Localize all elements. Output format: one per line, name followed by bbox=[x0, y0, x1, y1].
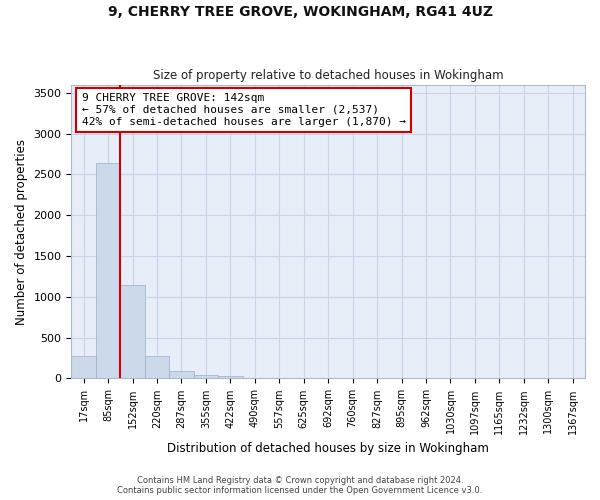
Bar bbox=[121, 286, 145, 378]
Title: Size of property relative to detached houses in Wokingham: Size of property relative to detached ho… bbox=[153, 69, 503, 82]
Y-axis label: Number of detached properties: Number of detached properties bbox=[15, 138, 28, 324]
Text: 9 CHERRY TREE GROVE: 142sqm
← 57% of detached houses are smaller (2,537)
42% of : 9 CHERRY TREE GROVE: 142sqm ← 57% of det… bbox=[82, 94, 406, 126]
Text: Contains HM Land Registry data © Crown copyright and database right 2024.
Contai: Contains HM Land Registry data © Crown c… bbox=[118, 476, 482, 495]
Text: 9, CHERRY TREE GROVE, WOKINGHAM, RG41 4UZ: 9, CHERRY TREE GROVE, WOKINGHAM, RG41 4U… bbox=[107, 5, 493, 19]
X-axis label: Distribution of detached houses by size in Wokingham: Distribution of detached houses by size … bbox=[167, 442, 489, 455]
Bar bbox=[71, 356, 96, 378]
Bar bbox=[145, 356, 169, 378]
Bar bbox=[169, 371, 194, 378]
Bar bbox=[96, 163, 121, 378]
Bar bbox=[218, 376, 242, 378]
Bar bbox=[194, 375, 218, 378]
